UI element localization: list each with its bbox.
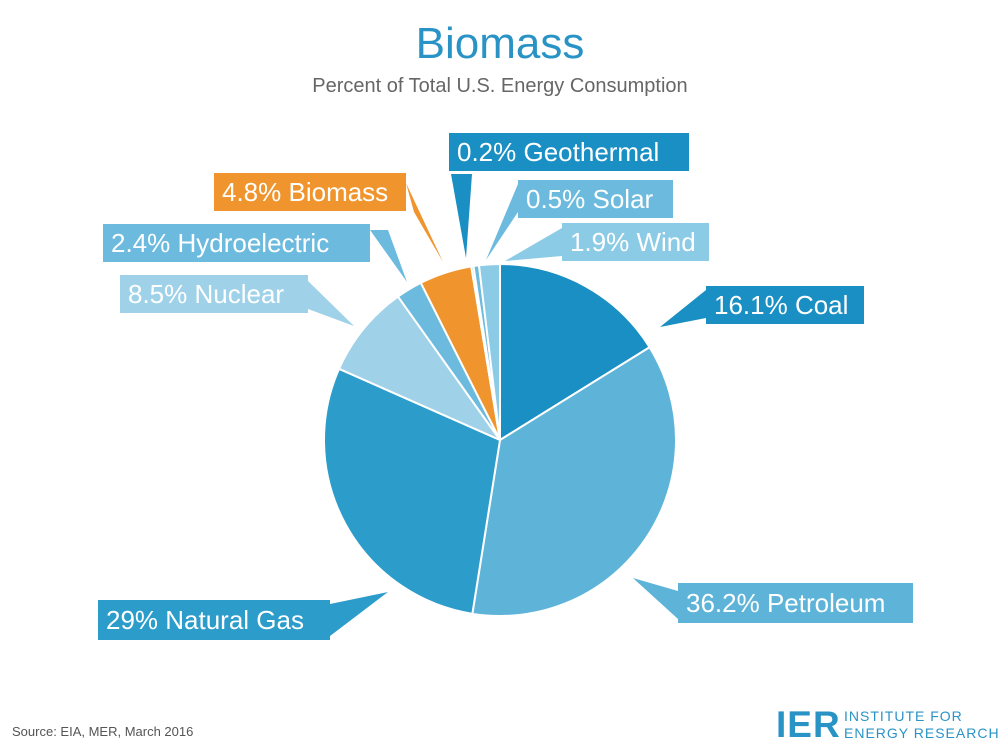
callout-box-petroleum (678, 583, 913, 623)
data-label-natural-gas: 29% Natural Gas (106, 605, 304, 635)
callout-pointer-petroleum (633, 578, 678, 619)
callout-box-wind (562, 223, 709, 261)
data-label-petroleum: 36.2% Petroleum (686, 588, 885, 618)
callout-box-solar (518, 180, 673, 218)
pie-slice-nuclear (338, 295, 501, 441)
callout-pointer-biomass (406, 183, 443, 262)
callout-box-natural-gas (98, 600, 330, 640)
callout-pointer-solar (486, 184, 518, 260)
logo-text-line1: INSTITUTE FOR (844, 708, 963, 724)
pie-slice-wind (477, 263, 501, 441)
callout-box-geothermal (449, 133, 689, 171)
callout-box-biomass (214, 173, 406, 211)
callout-pointer-wind (505, 228, 562, 261)
logo-text-line2: ENERGY RESEARCH (844, 725, 1000, 741)
data-label-solar: 0.5% Solar (526, 184, 654, 214)
callout-pointer-coal (660, 290, 706, 327)
callout-box-coal (706, 286, 864, 324)
chart-title: Biomass (415, 19, 585, 68)
callout-pointer-nuclear (308, 281, 354, 326)
data-label-biomass: 4.8% Biomass (222, 177, 388, 207)
pie-slice-coal (499, 263, 651, 441)
slice-labels: 16.1% Coal 36.2% Petroleum 29% Natural Gas… (98, 133, 913, 640)
data-label-wind: 1.9% Wind (570, 227, 696, 257)
pie-slice-natural-gas (323, 367, 501, 615)
data-label-nuclear: 8.5% Nuclear (128, 279, 284, 309)
callout-pointer-geothermal (451, 174, 472, 258)
data-label-hydroelectric: 2.4% Hydroelectric (111, 228, 329, 258)
callout-box-hydroelectric (103, 224, 370, 262)
data-label-geothermal: 0.2% Geothermal (457, 137, 659, 167)
pie-slices (323, 263, 677, 617)
callout-pointer-natural-gas (330, 592, 388, 636)
chart-subtitle: Percent of Total U.S. Energy Consumption (312, 75, 688, 97)
logo-mark: IER (776, 704, 841, 745)
callout-pointer-hydroelectric (370, 230, 407, 282)
callout-box-nuclear (120, 275, 308, 313)
data-label-coal: 16.1% Coal (714, 290, 848, 320)
source-note: Source: EIA, MER, March 2016 (12, 724, 194, 739)
pie-slice-petroleum (471, 346, 677, 617)
